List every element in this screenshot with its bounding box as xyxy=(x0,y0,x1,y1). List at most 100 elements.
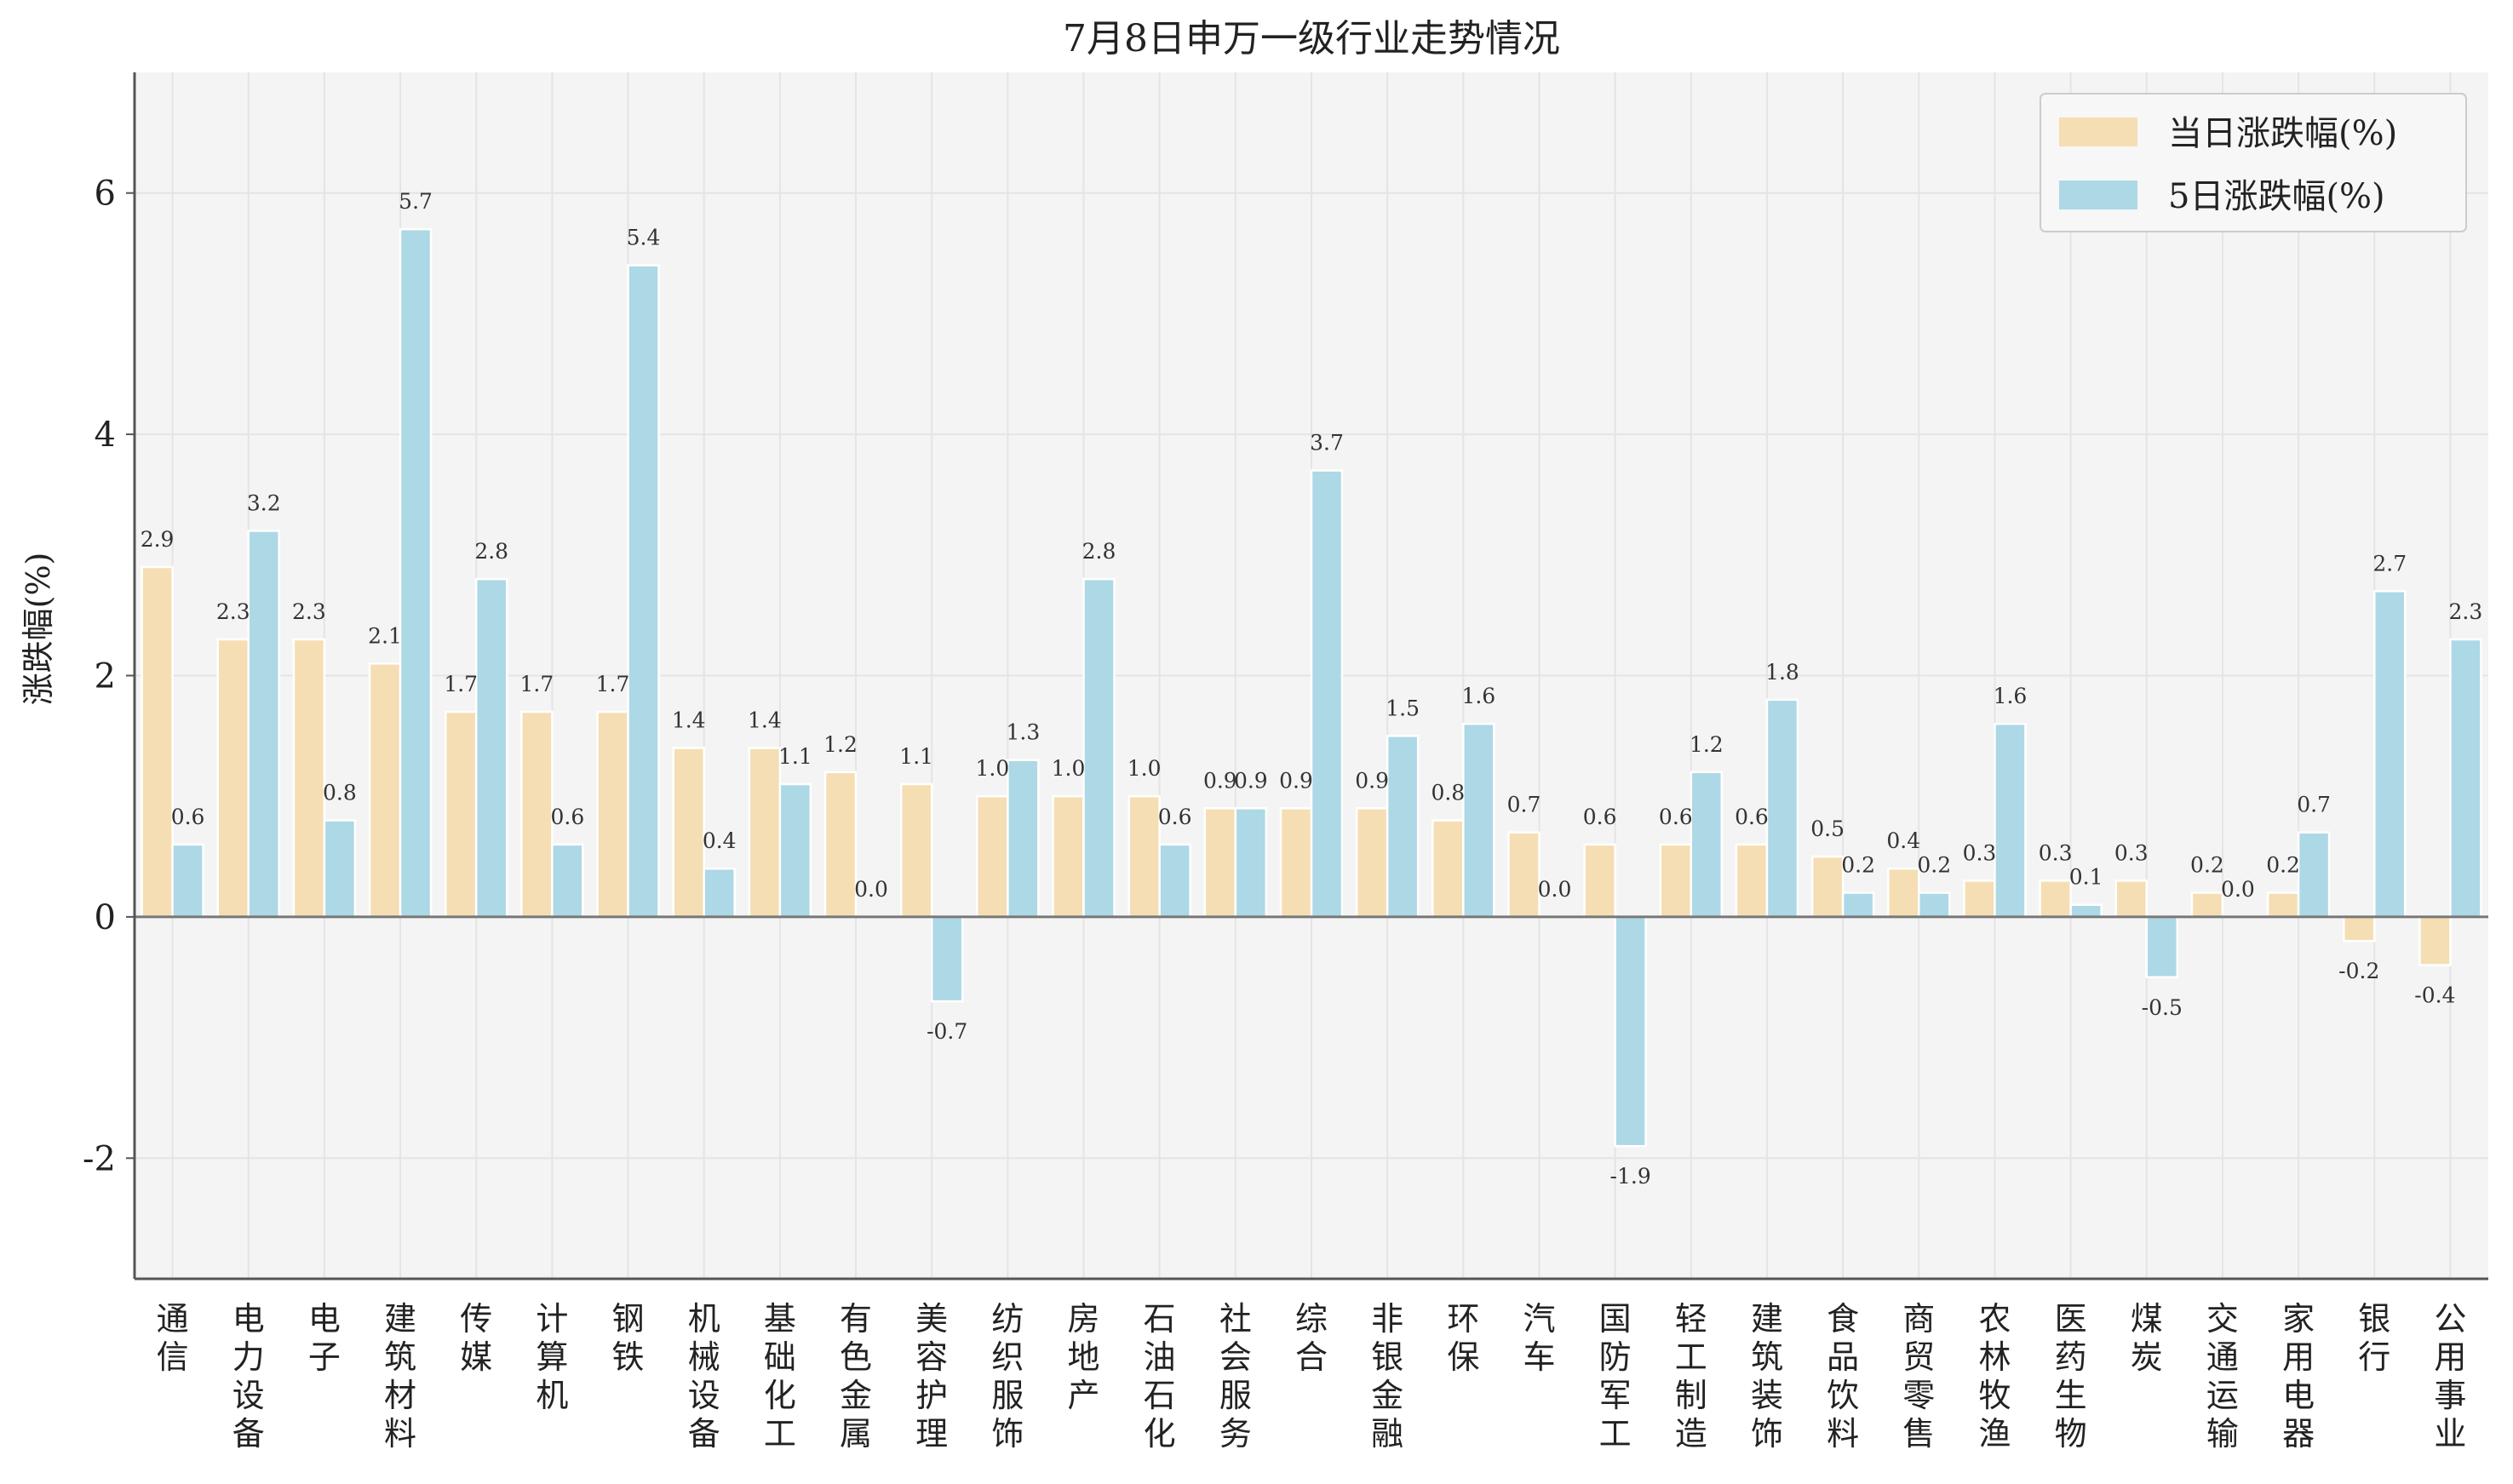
x-tick-label: 综合 xyxy=(1295,1300,1328,1376)
x-tick-label: 纺织服饰 xyxy=(991,1300,1024,1452)
bar-daily xyxy=(2343,915,2376,943)
x-tick-label: 建筑材料 xyxy=(384,1300,416,1452)
bar-daily xyxy=(292,638,326,919)
bar-five-day xyxy=(1310,469,1344,919)
y-ticks: -2 0 2 4 6 xyxy=(83,175,135,1178)
data-label: 0.6 xyxy=(171,805,205,829)
bar-five-day xyxy=(1082,577,1116,919)
bar-daily xyxy=(1431,819,1465,919)
bar-daily xyxy=(596,710,629,919)
data-label: 1.5 xyxy=(1386,696,1420,720)
bar-daily xyxy=(1887,867,1920,919)
x-tick-label: 轻工制造 xyxy=(1675,1300,1707,1452)
y-tick-label: 6 xyxy=(95,175,116,214)
bar-five-day xyxy=(703,867,736,919)
bar-daily xyxy=(216,638,250,919)
bar-five-day xyxy=(1234,807,1268,919)
data-label: 0.9 xyxy=(1203,768,1237,793)
bar-five-day xyxy=(1918,891,1951,919)
data-label: 0.2 xyxy=(1917,853,1951,878)
x-tick-label: 公用事业 xyxy=(2434,1300,2466,1452)
bar-five-day xyxy=(1765,698,1799,919)
x-tick-label: 环保 xyxy=(1447,1300,1479,1376)
bar-daily xyxy=(1735,843,1769,919)
data-label: 0.9 xyxy=(1355,768,1389,793)
x-tick-label: 房地产 xyxy=(1068,1300,1100,1414)
bar-daily xyxy=(1127,794,1161,919)
bar-daily xyxy=(1963,880,1996,919)
bar-daily xyxy=(1583,843,1616,919)
bar-five-day xyxy=(1386,735,1420,919)
y-tick-label: 2 xyxy=(95,657,116,696)
data-label: 2.9 xyxy=(141,527,175,552)
data-label: 0.9 xyxy=(1234,768,1268,793)
data-label: 0.8 xyxy=(323,781,357,805)
x-tick-label: 医药生物 xyxy=(2055,1300,2087,1452)
data-label: 0.4 xyxy=(1886,828,1920,853)
data-label: 1.7 xyxy=(444,672,478,696)
bar-five-day xyxy=(1007,759,1040,919)
bar-daily xyxy=(2039,880,2072,919)
data-label: 0.5 xyxy=(1810,816,1845,841)
x-tick-label: 电子 xyxy=(308,1300,341,1376)
data-label: 5.7 xyxy=(399,189,433,214)
data-label: 2.8 xyxy=(1082,539,1116,564)
bar-daily xyxy=(1279,807,1313,919)
data-label: 0.2 xyxy=(2266,853,2300,878)
bar-daily xyxy=(748,747,782,919)
data-label: 0.6 xyxy=(1158,805,1192,829)
x-tick-label: 通信 xyxy=(157,1300,189,1376)
data-label: 2.1 xyxy=(368,623,402,648)
bar-daily xyxy=(823,771,858,919)
bar-five-day xyxy=(1158,843,1191,919)
data-label: 0.0 xyxy=(1538,877,1572,902)
data-label: 0.8 xyxy=(1431,781,1465,805)
data-label: 2.3 xyxy=(2449,599,2483,624)
bar-five-day xyxy=(1841,891,1875,919)
bar-daily xyxy=(520,710,554,919)
y-tick-label: 4 xyxy=(95,415,116,455)
data-label: 1.6 xyxy=(1461,684,1495,708)
data-label: 1.0 xyxy=(975,756,1009,781)
bar-daily xyxy=(976,794,1009,919)
bar-five-day xyxy=(2297,831,2331,919)
legend-label: 当日涨跌幅(%) xyxy=(2168,114,2397,153)
x-tick-label: 食品饮料 xyxy=(1827,1300,1859,1452)
legend-swatch xyxy=(2059,117,2137,146)
x-tick-label: 银行 xyxy=(2358,1300,2390,1376)
x-tick-label: 美容护理 xyxy=(915,1300,948,1452)
bar-five-day xyxy=(627,264,660,919)
y-tick-label: -2 xyxy=(83,1139,116,1178)
y-axis-label: 涨跌幅(%) xyxy=(20,553,57,706)
data-label: 0.3 xyxy=(2114,840,2149,865)
bar-five-day xyxy=(778,782,812,919)
data-label: 1.0 xyxy=(1127,756,1162,781)
data-label: 0.9 xyxy=(1279,768,1313,793)
data-label: 5.4 xyxy=(627,226,661,250)
x-tick-label: 农林牧渔 xyxy=(1978,1300,2011,1452)
x-tick-label: 石油石化 xyxy=(1144,1300,1176,1452)
bar-daily xyxy=(1203,807,1237,919)
data-label: 1.0 xyxy=(1052,756,1086,781)
bar-five-day xyxy=(2373,590,2407,919)
bar-daily xyxy=(899,782,933,919)
x-tick-label: 建筑装饰 xyxy=(1751,1300,1783,1452)
x-ticks: 通信 电力设备 电子 建筑材料 传媒 计算机 钢铁 机械设备 基础化工 有色金属 美容护理 纺织服饰 房… xyxy=(157,1300,2467,1452)
x-tick-label: 有色金属 xyxy=(840,1300,872,1452)
data-label: 2.3 xyxy=(216,599,250,624)
data-label: 1.6 xyxy=(1994,684,2028,708)
bar-five-day xyxy=(2449,638,2482,919)
bar-five-day xyxy=(171,843,204,919)
data-label: 1.4 xyxy=(748,708,782,733)
bar-daily xyxy=(1507,831,1541,919)
data-label: 3.2 xyxy=(247,490,281,515)
bar-five-day xyxy=(474,577,508,919)
x-tick-label: 电力设备 xyxy=(232,1300,265,1452)
data-label: 0.0 xyxy=(2221,877,2255,902)
x-tick-label: 家用电器 xyxy=(2282,1300,2315,1452)
bar-five-day xyxy=(1614,915,1647,1148)
x-tick-label: 钢铁 xyxy=(612,1300,645,1376)
y-tick-label: 0 xyxy=(95,898,116,937)
data-label: 0.7 xyxy=(1507,793,1541,817)
legend-swatch xyxy=(2059,180,2137,209)
